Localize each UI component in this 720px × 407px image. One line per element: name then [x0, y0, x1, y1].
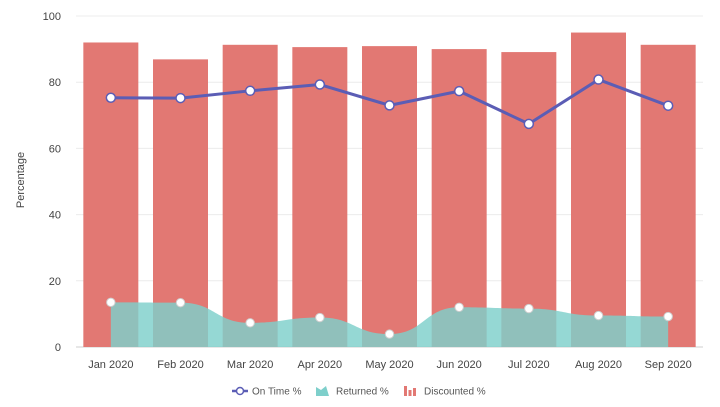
y-tick-label: 60	[49, 143, 61, 155]
y-tick-label: 0	[55, 342, 61, 354]
area-returned-fill	[110, 302, 669, 347]
returned-point[interactable]	[593, 310, 604, 321]
on-time-point[interactable]	[662, 100, 674, 111]
on-time-point[interactable]	[175, 92, 186, 104]
x-tick-label: May 2020	[365, 359, 413, 371]
y-axis-title: Percentage	[15, 152, 27, 208]
legend-area-icon	[316, 386, 329, 396]
legend: On Time % Returned % Discounted %	[232, 386, 486, 398]
on-time-point[interactable]	[105, 92, 117, 104]
x-tick-label: Jun 2020	[437, 359, 482, 371]
y-tick-label: 40	[49, 210, 61, 222]
returned-point[interactable]	[454, 302, 464, 312]
returned-point[interactable]	[524, 303, 534, 314]
x-tick-label: Jan 2020	[88, 359, 133, 371]
legend-label: Discounted %	[424, 387, 486, 398]
legend-bar-icon	[404, 386, 407, 396]
legend-label: On Time %	[252, 387, 302, 398]
x-tick-label: Aug 2020	[575, 359, 622, 371]
y-tick-label: 20	[49, 276, 61, 288]
bar-discounted[interactable]	[362, 46, 417, 347]
x-tick-label: Apr 2020	[298, 359, 343, 371]
bar-discounted[interactable]	[501, 52, 557, 347]
returned-point[interactable]	[315, 312, 325, 323]
on-time-point[interactable]	[314, 79, 326, 90]
returned-point[interactable]	[106, 297, 116, 308]
legend-item[interactable]: Returned %	[316, 386, 389, 398]
on-time-point[interactable]	[384, 100, 395, 111]
x-tick-label: Mar 2020	[227, 359, 273, 371]
bars-discounted	[83, 32, 696, 348]
line-on-time	[105, 74, 674, 130]
y-tick-label: 80	[49, 77, 61, 89]
on-time-point[interactable]	[593, 74, 604, 85]
legend-item[interactable]: Discounted %	[404, 386, 486, 398]
legend-point-icon	[235, 386, 245, 396]
legend-label: Returned %	[336, 387, 389, 398]
on-time-point[interactable]	[523, 118, 535, 130]
x-tick-label: Sep 2020	[645, 359, 692, 371]
returned-point[interactable]	[384, 329, 395, 339]
bar-discounted[interactable]	[640, 44, 696, 348]
axes: 0 20 40 60 80 100 Jan 2020 Feb 2020 Mar 2020 Apr …	[43, 11, 692, 371]
returned-point[interactable]	[245, 318, 255, 328]
bar-discounted[interactable]	[292, 47, 348, 347]
legend-item[interactable]: On Time %	[232, 387, 302, 398]
legend-bar-icon	[413, 388, 416, 396]
on-time-point[interactable]	[244, 85, 256, 97]
on-time-point[interactable]	[453, 85, 465, 97]
returned-point[interactable]	[663, 311, 673, 322]
legend-bar-icon	[408, 390, 412, 396]
y-tick-label: 100	[43, 11, 61, 23]
x-tick-label: Jul 2020	[508, 359, 550, 371]
area-returned	[106, 297, 673, 347]
x-tick-label: Feb 2020	[157, 359, 203, 371]
returned-point[interactable]	[175, 297, 186, 308]
